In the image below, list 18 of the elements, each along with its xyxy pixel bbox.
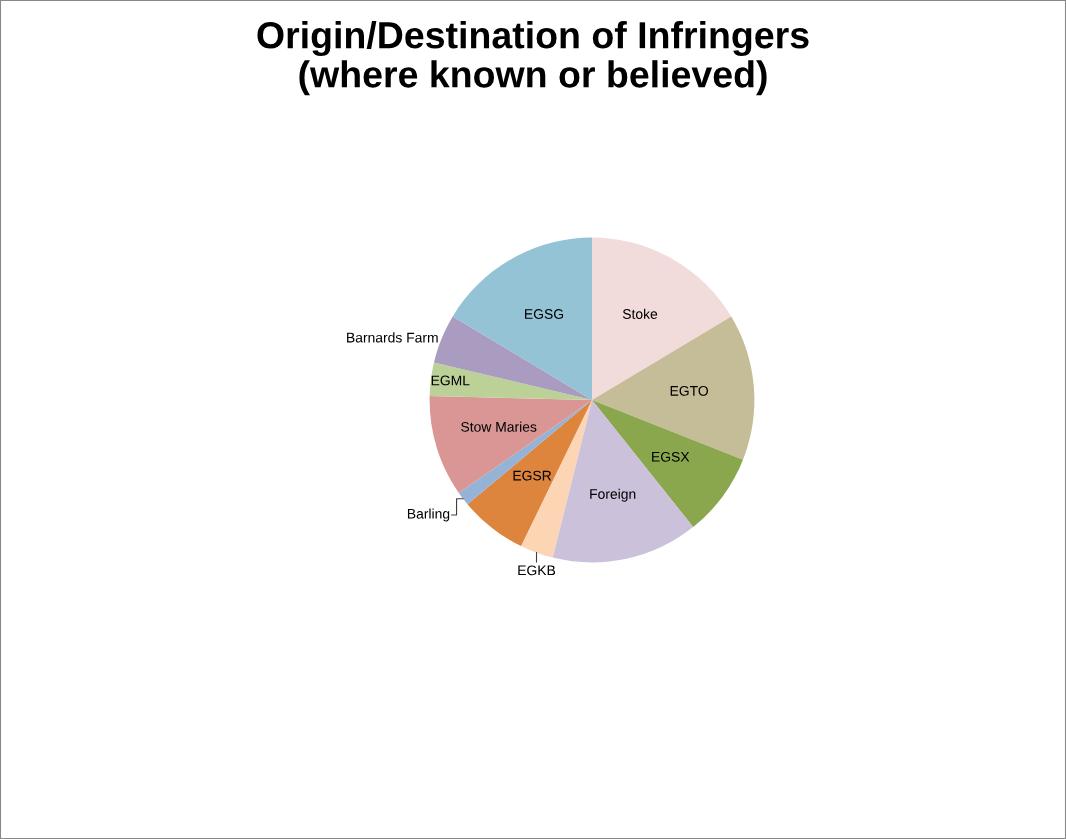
pie-slice bbox=[429, 395, 592, 493]
slice-label: Barling bbox=[407, 508, 450, 522]
slice-label: EGTO bbox=[670, 385, 709, 396]
pie-slice bbox=[458, 400, 592, 505]
slice-label: EGSX bbox=[652, 451, 690, 462]
slice-label: Foreign bbox=[590, 488, 636, 502]
pie-slice bbox=[552, 400, 694, 563]
pie-slice bbox=[429, 362, 592, 400]
pie-slice bbox=[592, 237, 732, 400]
slice-label: EGSG bbox=[525, 309, 564, 319]
pie-slice bbox=[592, 400, 743, 528]
slice-label: EGML bbox=[431, 375, 470, 386]
chart-title: Origin/Destination of Infringers (where known or believed) bbox=[257, 20, 809, 96]
slice-label: Stoke bbox=[622, 308, 658, 319]
slice-label: Barnards Farm bbox=[347, 332, 438, 343]
slice-label: EGSR bbox=[513, 470, 552, 481]
slice-label: EGKB bbox=[518, 565, 556, 576]
slice-label: Stow Maries bbox=[461, 421, 537, 432]
